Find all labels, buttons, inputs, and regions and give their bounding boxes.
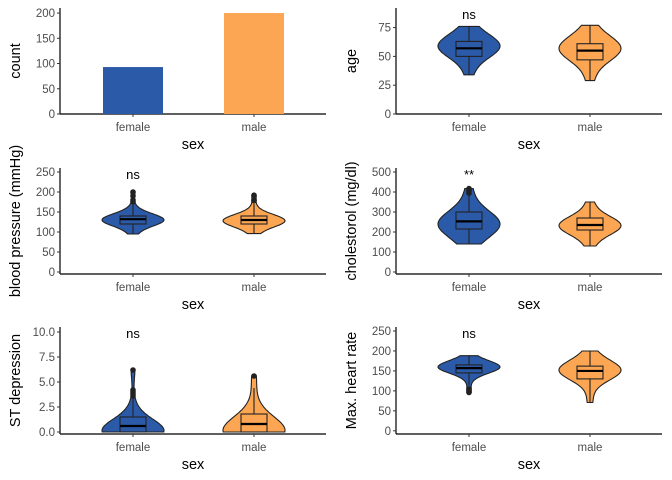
y-tick-label: 200	[36, 8, 55, 20]
y-tick-label: 0	[49, 267, 55, 279]
y-tick-label: 0	[49, 109, 55, 121]
chart-panel-middle-right: 0 100 200 300 400 500 female male sex cholestorol…	[344, 161, 662, 313]
outlier-point	[130, 193, 136, 199]
y-tick-label: 250	[36, 167, 55, 179]
y-tick-label: 50	[42, 247, 55, 259]
y-axis-title: age	[344, 49, 360, 73]
significance-label: ns	[462, 7, 476, 22]
y-tick-label: 200	[372, 227, 391, 239]
x-tick-label: female	[452, 442, 487, 454]
x-tick-label: male	[242, 122, 267, 134]
y-tick-label: 75	[378, 23, 391, 35]
chart-panel-top-left: 0 50 100 150 200 female male sex count	[8, 8, 326, 153]
y-axis-title: blood pressure (mmHg)	[8, 145, 24, 297]
significance-label: ns	[462, 326, 476, 341]
y-axis-title: count	[8, 43, 24, 78]
x-tick-label: male	[242, 442, 267, 454]
y-tick-label: 25	[378, 80, 391, 92]
x-tick-label: male	[578, 122, 603, 134]
outlier-point	[251, 197, 257, 203]
y-tick-label: 150	[36, 207, 55, 219]
y-tick-label: 2.5	[39, 402, 55, 414]
violin-female	[437, 25, 501, 76]
y-tick-label: 0	[385, 267, 391, 279]
y-tick-label: 150	[36, 33, 55, 45]
x-tick-label: female	[452, 282, 487, 294]
box-female	[119, 416, 147, 433]
x-tick-label: male	[242, 282, 267, 294]
y-tick-label: 5.0	[39, 377, 55, 389]
x-axis-title: sex	[182, 297, 205, 313]
y-tick-label: 10.0	[33, 327, 55, 339]
box-male	[576, 365, 604, 380]
x-axis-title: sex	[182, 457, 205, 473]
x-axis-title: sex	[182, 137, 205, 153]
outlier-point	[466, 185, 472, 192]
x-axis-title: sex	[518, 137, 541, 153]
chart-panel-top-right: 0 25 50 75 female male sex age ns	[344, 7, 662, 153]
outlier-point	[251, 192, 257, 198]
y-axis-title: Max. heart rate	[344, 332, 360, 430]
x-tick-label: female	[452, 122, 487, 134]
y-tick-label: 100	[36, 227, 55, 239]
outlier-point	[130, 189, 136, 195]
y-axis-title: ST depression	[8, 334, 24, 427]
outlier-point	[251, 373, 257, 379]
bar-male	[224, 13, 284, 114]
y-tick-label: 0	[385, 109, 391, 121]
y-tick-label: 100	[36, 59, 55, 71]
chart-panel-bottom-left: 0.0 2.5 5.0 7.5 10.0 female male sex ST depressi…	[8, 326, 326, 473]
violin-male	[558, 24, 622, 82]
outlier-point	[466, 386, 472, 392]
y-tick-label: 400	[372, 187, 391, 199]
box-male	[576, 43, 604, 61]
y-tick-label: 200	[36, 187, 55, 199]
x-tick-label: female	[116, 442, 151, 454]
outlier-point	[130, 387, 136, 393]
chart-panel-middle-left: 0 50 100 150 200 250 female male sex blood pressu…	[8, 145, 326, 313]
y-tick-label: 300	[372, 207, 391, 219]
y-tick-label: 0	[385, 426, 391, 438]
y-tick-label: 0.0	[39, 427, 55, 439]
y-tick-label: 100	[372, 247, 391, 259]
x-tick-label: female	[116, 282, 151, 294]
y-tick-label: 100	[372, 386, 391, 398]
violin-female	[437, 188, 501, 245]
significance-label: ns	[126, 326, 140, 341]
x-tick-label: male	[578, 282, 603, 294]
x-tick-label: female	[116, 122, 151, 134]
outlier-point	[130, 197, 136, 203]
significance-label: **	[464, 167, 474, 182]
x-tick-label: male	[578, 442, 603, 454]
significance-label: ns	[126, 167, 140, 182]
y-tick-label: 7.5	[39, 352, 55, 364]
y-axis-title: cholestorol (mg/dl)	[344, 161, 360, 280]
x-axis-title: sex	[518, 297, 541, 313]
y-tick-label: 250	[372, 326, 391, 338]
y-tick-label: 50	[378, 406, 391, 418]
y-tick-label: 200	[372, 346, 391, 358]
chart-panel-bottom-right: 0 50 100 150 200 250 female male sex Max. heart r…	[344, 326, 662, 473]
violin-male	[558, 350, 622, 404]
bar-female	[103, 67, 163, 114]
y-tick-label: 50	[378, 51, 391, 63]
outlier-point	[130, 367, 136, 373]
x-axis-title: sex	[518, 457, 541, 473]
y-tick-label: 50	[42, 84, 55, 96]
y-tick-label: 500	[372, 167, 391, 179]
y-tick-label: 150	[372, 366, 391, 378]
